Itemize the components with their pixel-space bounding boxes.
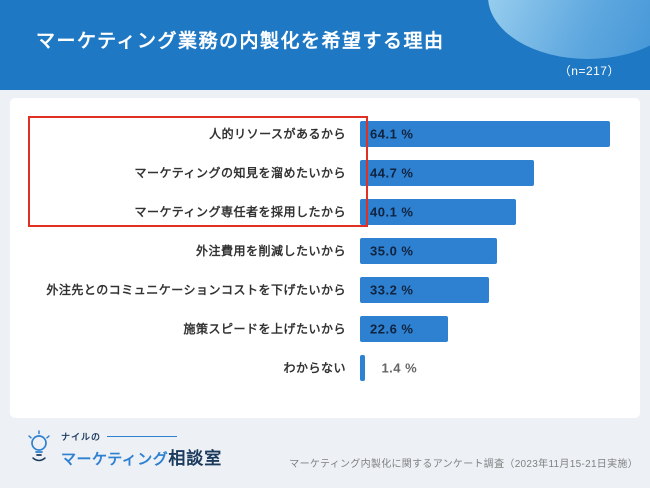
bar-label: 外注先とのコミュニケーションコストを下げたいから	[46, 283, 346, 297]
bar-value: 33.2 %	[370, 282, 414, 297]
bar-track: 35.0 %	[360, 237, 640, 264]
bar-label: 外注費用を削減したいから	[195, 244, 346, 258]
bar-value: 40.1 %	[370, 204, 414, 219]
sample-size-label: （n=217）	[558, 64, 620, 78]
logo-service-name: マーケティング	[61, 451, 169, 468]
chart-row: 外注先とのコミュニケーションコストを下げたいから 33.2 %	[10, 270, 640, 309]
bar	[360, 159, 535, 186]
bar	[360, 315, 449, 342]
bar	[360, 120, 610, 147]
bar-label: マーケティングの知見を溜めたいから	[134, 166, 346, 180]
chart-card: 人的リソースがあるから 64.1 % マーケティングの知見を溜めたいから 44.7 %…	[10, 98, 640, 418]
bar-track: 33.2 %	[360, 276, 640, 303]
bar-label: 人的リソースがあるから	[209, 127, 346, 141]
logo-service-suffix: 相談室	[168, 449, 223, 468]
chart-row: マーケティング専任者を採用したから 40.1 %	[10, 192, 640, 231]
bar-label: 施策スピードを上げたいから	[183, 322, 346, 336]
header-band: マーケティング業務の内製化を希望する理由 （n=217）	[0, 0, 650, 90]
bar-value: 35.0 %	[370, 243, 414, 258]
bar	[360, 198, 517, 225]
bar	[360, 354, 366, 381]
bar-label: マーケティング専任者を採用したから	[134, 205, 346, 219]
bar-value: 44.7 %	[370, 165, 414, 180]
bar-chart: 人的リソースがあるから 64.1 % マーケティングの知見を溜めたいから 44.7 %…	[10, 114, 640, 387]
chart-row: わからない 1.4 %	[10, 348, 640, 387]
bar-value: 1.4 %	[381, 360, 418, 375]
chart-row: マーケティングの知見を溜めたいから 44.7 %	[10, 153, 640, 192]
lightbulb-icon	[24, 430, 54, 469]
bar-track: 44.7 %	[360, 159, 640, 186]
bar-value: 64.1 %	[370, 126, 414, 141]
page-title: マーケティング業務の内製化を希望する理由	[36, 31, 445, 52]
bar-track: 22.6 %	[360, 315, 640, 342]
chart-row: 外注費用を削減したいから 35.0 %	[10, 231, 640, 270]
bar-value: 22.6 %	[370, 321, 414, 336]
bar	[360, 237, 497, 264]
bar-track: 64.1 %	[360, 120, 640, 147]
bar-track: 40.1 %	[360, 198, 640, 225]
survey-source-note: マーケティング内製化に関するアンケート調査（2023年11月15-21日実施）	[289, 459, 638, 470]
decorative-corner-shape	[488, 0, 650, 59]
chart-row: 人的リソースがあるから 64.1 %	[10, 114, 640, 153]
logo-divider-line	[107, 436, 178, 437]
bar-track: 1.4 %	[360, 354, 640, 381]
brand-logo: ナイルの マーケティング 相談室	[24, 430, 222, 469]
logo-company-name: ナイルの	[61, 432, 102, 442]
chart-row: 施策スピードを上げたいから 22.6 %	[10, 309, 640, 348]
bar-label: わからない	[283, 361, 346, 375]
bar	[360, 276, 490, 303]
logo-text: ナイルの マーケティング 相談室	[61, 430, 222, 469]
